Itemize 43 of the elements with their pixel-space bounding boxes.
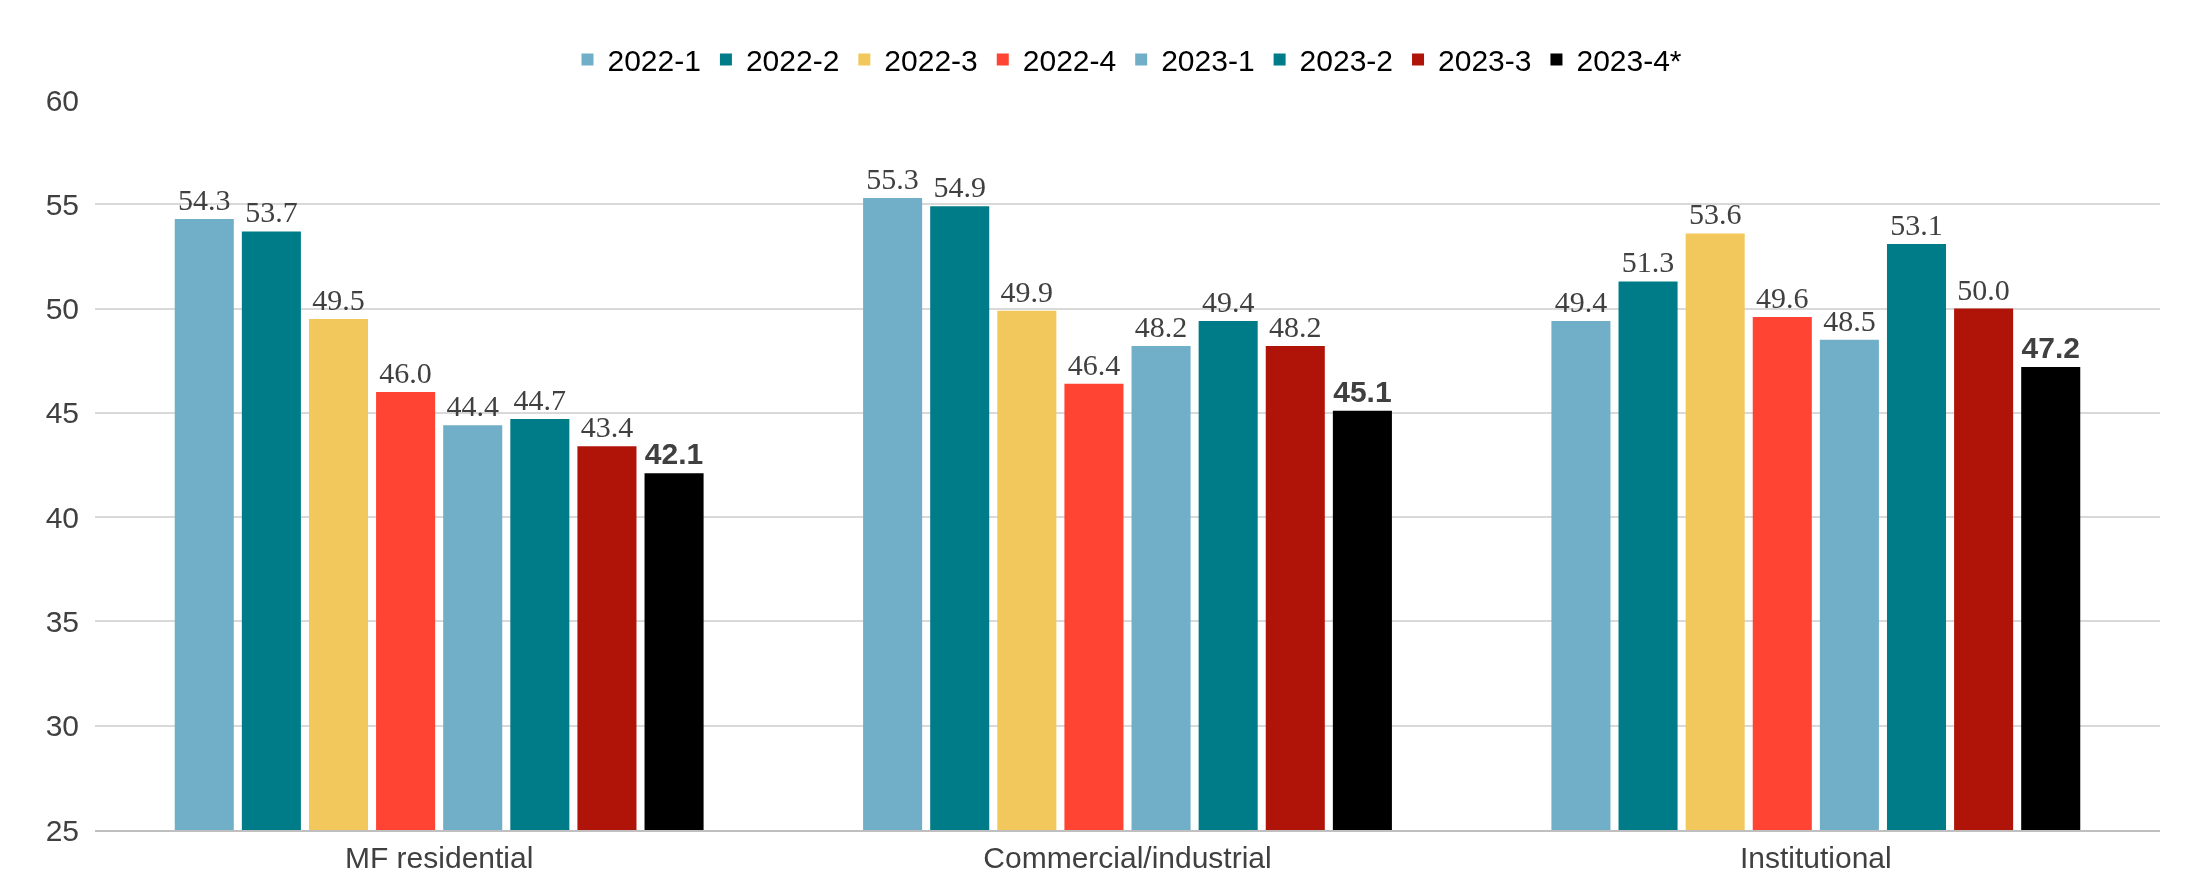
data-label: 49.9 [1000,274,1054,308]
data-label: 49.6 [1756,280,1809,314]
data-label: 49.4 [1554,285,1608,319]
data-label: 48.2 [1269,310,1322,344]
y-tick-label: 45 [45,396,79,430]
data-label: 51.3 [1621,245,1675,279]
legend-label: 2023-1 [1161,44,1255,78]
legend-label: 2023-4* [1576,44,1682,78]
data-label: 49.4 [1201,285,1255,319]
y-tick-label: 60 [45,83,79,117]
y-tick-label: 55 [45,187,79,221]
legend-label: 2022-1 [607,44,701,78]
data-label: 46.4 [1067,347,1121,381]
data-label: 44.4 [446,389,499,423]
legend-label: 2023-3 [1438,44,1532,78]
legend-label: 2022-2 [745,44,840,78]
data-label: 53.6 [1688,197,1742,231]
x-tick-label: MF residential [344,841,534,874]
legend-label: 2023-2 [1299,44,1394,78]
y-tick-label: 35 [45,604,79,638]
data-label: 45.1 [1333,374,1392,408]
x-tick-label: Institutional [1739,841,1892,874]
y-tick-label: 50 [45,292,79,326]
data-label: 46.0 [379,356,432,389]
data-label: 53.7 [245,195,298,229]
data-label: 47.2 [2021,330,2080,364]
x-tick-label: Commercial/industrial [983,841,1272,874]
data-label: 49.5 [312,283,365,316]
data-label: 54.3 [178,182,231,216]
data-label: 44.7 [513,383,567,417]
data-label: 53.1 [1890,207,1943,241]
data-label: 50.0 [1957,272,2010,306]
legend-label: 2022-3 [884,44,978,78]
y-tick-label: 25 [45,813,79,847]
data-label: 43.4 [580,410,634,444]
data-label: 55.3 [866,162,919,196]
data-label: 42.1 [644,437,704,471]
y-tick-label: 40 [45,500,79,534]
y-tick-label: 30 [45,709,79,743]
data-label: 54.9 [933,170,986,204]
legend-label: 2022-4 [1022,44,1117,78]
data-label: 48.2 [1134,310,1188,344]
data-label: 48.5 [1823,303,1876,337]
